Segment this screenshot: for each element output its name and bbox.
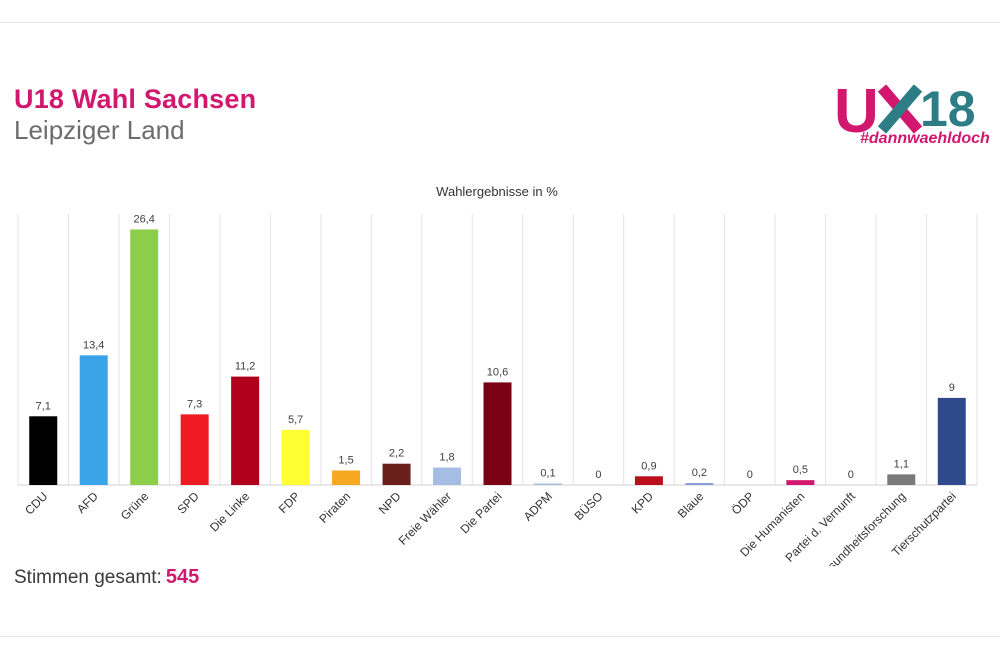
logo-u: U — [834, 77, 879, 146]
logo-18: 18 — [920, 81, 976, 137]
u18-logo: U 18 — [834, 77, 976, 146]
data-label: 9 — [949, 382, 955, 394]
bar-die-humanisten — [786, 480, 815, 485]
bar-afd — [79, 355, 108, 485]
bar-piraten — [332, 470, 361, 485]
bar-cdu — [29, 416, 58, 485]
chart-title: Wahlergebnisse in % — [436, 184, 558, 199]
category-label: NPD — [376, 489, 404, 517]
bar-die-linke — [231, 376, 260, 485]
total-votes: Stimmen gesamt: 545 — [14, 566, 199, 589]
category-label: Die Partei — [457, 489, 504, 536]
bar-gesundheitsforschung — [887, 474, 916, 485]
data-label: 7,1 — [36, 400, 51, 412]
data-label: 0,2 — [692, 467, 707, 479]
bar-fdp — [281, 429, 310, 485]
bar-freie-wähler — [433, 467, 462, 485]
data-label: 13,4 — [83, 339, 104, 351]
page-title: U18 Wahl Sachsen — [14, 84, 257, 114]
bar-spd — [180, 414, 209, 485]
category-label: Freie Wähler — [396, 489, 454, 547]
data-label: 0 — [747, 469, 753, 481]
data-label: 10,6 — [487, 366, 508, 378]
category-label: KPD — [629, 489, 657, 517]
data-label: 1,1 — [894, 458, 909, 470]
category-label: Grüne — [118, 489, 152, 523]
category-label: FDP — [276, 489, 303, 516]
bar-tierschutzpartei — [937, 397, 966, 485]
data-label: 1,8 — [439, 452, 454, 464]
data-label: 0 — [595, 469, 601, 481]
data-label: 2,2 — [389, 448, 404, 460]
category-label: ÖDP — [729, 489, 757, 517]
category-label: AFD — [74, 489, 101, 516]
data-label: 26,4 — [133, 213, 154, 225]
bar-grüne — [130, 229, 159, 485]
bottom-divider — [0, 636, 1000, 637]
data-label: 0,9 — [641, 460, 656, 472]
total-votes-label: Stimmen gesamt: — [14, 567, 162, 588]
bar-blaue — [685, 483, 714, 485]
total-votes-value: 545 — [165, 566, 200, 588]
category-label: BÜSO — [572, 489, 606, 523]
category-label: SPD — [174, 489, 202, 517]
data-label: 7,3 — [187, 398, 202, 410]
bar-die-partei — [483, 382, 512, 485]
data-label: 0,5 — [793, 464, 808, 476]
category-label: Piraten — [316, 489, 353, 526]
logo-x-icon — [877, 84, 923, 134]
category-label: ADPM — [521, 489, 555, 523]
bar-npd — [382, 463, 411, 485]
category-label: Blaue — [675, 489, 707, 521]
data-label: 5,7 — [288, 414, 303, 426]
logo-hashtag: #dannwaehldoch — [860, 130, 990, 147]
bar-kpd — [634, 476, 663, 485]
category-label: CDU — [22, 489, 50, 517]
category-label: Die Linke — [207, 489, 253, 535]
bar-adpm — [533, 483, 562, 485]
data-label: 0 — [848, 469, 854, 481]
data-label: 0,1 — [540, 468, 555, 480]
top-divider — [0, 22, 1000, 23]
election-bar-chart: Wahlergebnisse in % 7,1 13,4 26,4 7,3 11,2 5,… — [17, 184, 978, 566]
page-subtitle: Leipziger Land — [14, 115, 185, 145]
data-label: 1,5 — [338, 454, 353, 466]
data-label: 11,2 — [235, 361, 256, 373]
